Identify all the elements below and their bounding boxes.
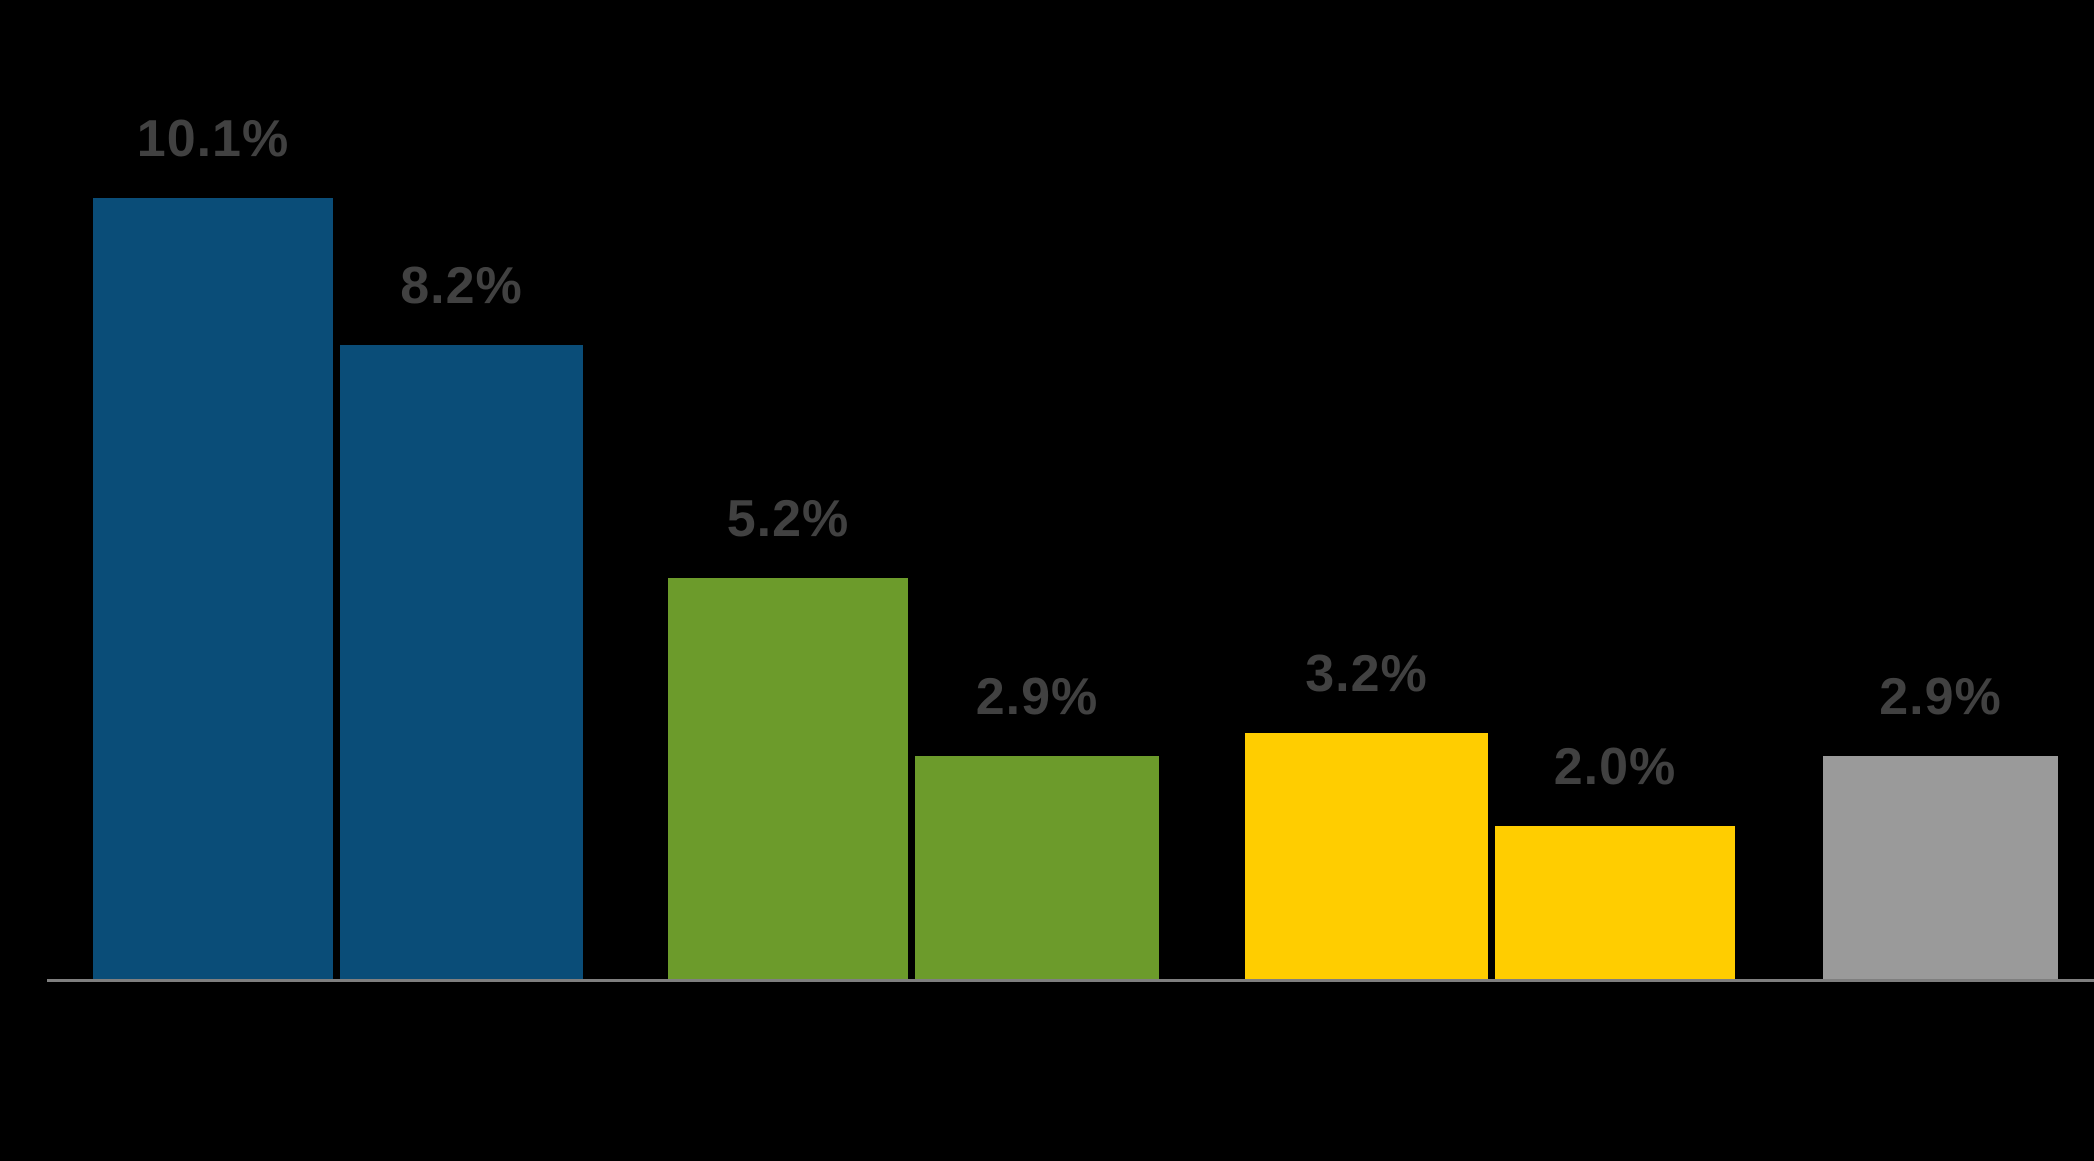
bar-slot: 8.2% [340,260,583,981]
bar-value-label: 5.2% [726,490,850,548]
bar [915,756,1159,981]
bar [668,578,908,981]
bar-slot: 2.9% [1823,671,2058,981]
bar [93,198,333,981]
bar-value-label: 10.1% [136,110,290,168]
bar-slot: 10.1% [93,113,333,981]
bar-slot: 2.9% [915,671,1159,981]
bar-value-label: 2.9% [975,668,1099,726]
bar-slot: 2.0% [1495,741,1735,981]
bar-value-label: 8.2% [400,257,523,315]
bar-slot: 5.2% [668,493,908,981]
bar-slot: 3.2% [1245,648,1488,981]
bar-value-label: 2.9% [1879,668,2002,726]
bar-value-label: 3.2% [1305,645,1428,703]
bar-value-label: 2.0% [1553,738,1677,796]
bar [1245,733,1488,981]
x-axis-line [47,979,2094,982]
bar [1495,826,1735,981]
bar [340,345,583,981]
bar [1823,756,2058,981]
